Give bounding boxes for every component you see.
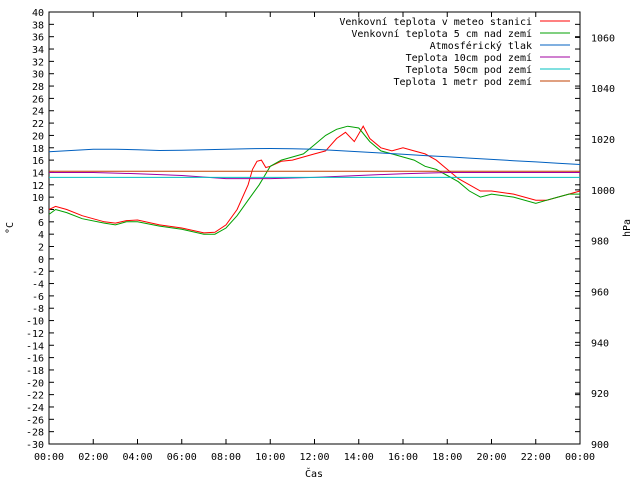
y-tick-label: 18 bbox=[32, 144, 44, 155]
y-tick-label: -18 bbox=[26, 366, 44, 377]
y-tick-label: -12 bbox=[26, 329, 44, 340]
y2-tick-label: 980 bbox=[591, 237, 609, 248]
x-tick-label: 10:00 bbox=[255, 452, 285, 463]
y-tick-label: -2 bbox=[32, 267, 44, 278]
legend-label: Venkovní teplota v meteo stanici bbox=[339, 16, 532, 28]
y-tick-label: -22 bbox=[26, 391, 44, 402]
x-tick-label: 08:00 bbox=[211, 452, 241, 463]
y-tick-label: 4 bbox=[38, 230, 44, 241]
y-tick-label: -6 bbox=[32, 292, 44, 303]
x-axis-label: Čas bbox=[305, 467, 323, 480]
x-tick-label: 12:00 bbox=[299, 452, 329, 463]
y-axis-label: °C bbox=[5, 222, 16, 234]
legend-label: Teplota 10cm pod zemí bbox=[406, 52, 532, 64]
y-tick-label: -16 bbox=[26, 354, 44, 365]
x-tick-label: 20:00 bbox=[476, 452, 506, 463]
y-tick-label: 36 bbox=[32, 33, 44, 44]
legend-label: Venkovní teplota 5 cm nad zemí bbox=[351, 28, 532, 40]
x-tick-label: 02:00 bbox=[78, 452, 108, 463]
y-tick-label: 30 bbox=[32, 70, 44, 81]
y-tick-label: 24 bbox=[32, 107, 44, 118]
series-group bbox=[48, 125, 581, 235]
series-line-1 bbox=[48, 125, 581, 234]
legend: Venkovní teplota v meteo staniciVenkovní… bbox=[339, 16, 570, 88]
y-tick-label: 16 bbox=[32, 156, 44, 167]
y-tick-label: 12 bbox=[32, 181, 44, 192]
y2-tick-label: 900 bbox=[591, 440, 609, 451]
y-tick-label: 6 bbox=[38, 218, 44, 229]
y-tick-label: 2 bbox=[38, 243, 44, 254]
y2-tick-label: 960 bbox=[591, 288, 609, 299]
y-tick-label: -30 bbox=[26, 440, 44, 451]
y2-tick-label: 1000 bbox=[591, 186, 615, 197]
y-tick-label: 14 bbox=[32, 168, 44, 179]
y-tick-label: 32 bbox=[32, 57, 44, 68]
series-line-3 bbox=[48, 147, 581, 165]
x-tick-label: 00:00 bbox=[34, 452, 64, 463]
legend-label: Atmosférický tlak bbox=[430, 40, 532, 52]
y-tick-label: 8 bbox=[38, 205, 44, 216]
y2-axis-label: hPa bbox=[622, 219, 633, 237]
axis-ticks: 4038363432302826242220181614121086420-2-… bbox=[26, 8, 615, 463]
y-tick-label: -10 bbox=[26, 317, 44, 328]
x-tick-label: 06:00 bbox=[167, 452, 197, 463]
legend-label: Teplota 1 metr pod zemí bbox=[394, 76, 532, 88]
y-tick-label: 34 bbox=[32, 45, 44, 56]
y-tick-label: 0 bbox=[38, 255, 44, 266]
y-tick-label: -26 bbox=[26, 415, 44, 426]
y-tick-label: 20 bbox=[32, 131, 44, 142]
y2-tick-label: 940 bbox=[591, 338, 609, 349]
y-tick-label: -24 bbox=[26, 403, 44, 414]
y-tick-label: -4 bbox=[32, 280, 44, 291]
y-tick-label: -14 bbox=[26, 341, 44, 352]
x-tick-label: 00:00 bbox=[565, 452, 595, 463]
y2-tick-label: 1060 bbox=[591, 33, 615, 44]
x-tick-label: 16:00 bbox=[388, 452, 418, 463]
y-tick-label: 10 bbox=[32, 193, 44, 204]
y-tick-label: -20 bbox=[26, 378, 44, 389]
y-tick-label: -28 bbox=[26, 428, 44, 439]
y2-tick-label: 1040 bbox=[591, 84, 615, 95]
x-tick-label: 04:00 bbox=[122, 452, 152, 463]
y-tick-label: 38 bbox=[32, 20, 44, 31]
y-tick-label: -8 bbox=[32, 304, 44, 315]
y-tick-label: 28 bbox=[32, 82, 44, 93]
x-tick-label: 14:00 bbox=[344, 452, 374, 463]
y-tick-label: 26 bbox=[32, 94, 44, 105]
x-tick-label: 22:00 bbox=[521, 452, 551, 463]
y2-tick-label: 1020 bbox=[591, 135, 615, 146]
y-tick-label: 22 bbox=[32, 119, 44, 130]
x-tick-label: 18:00 bbox=[432, 452, 462, 463]
series-line-2 bbox=[48, 125, 580, 235]
y-tick-label: 40 bbox=[32, 8, 44, 19]
y2-tick-label: 920 bbox=[591, 389, 609, 400]
legend-label: Teplota 50cm pod zemí bbox=[406, 64, 532, 76]
